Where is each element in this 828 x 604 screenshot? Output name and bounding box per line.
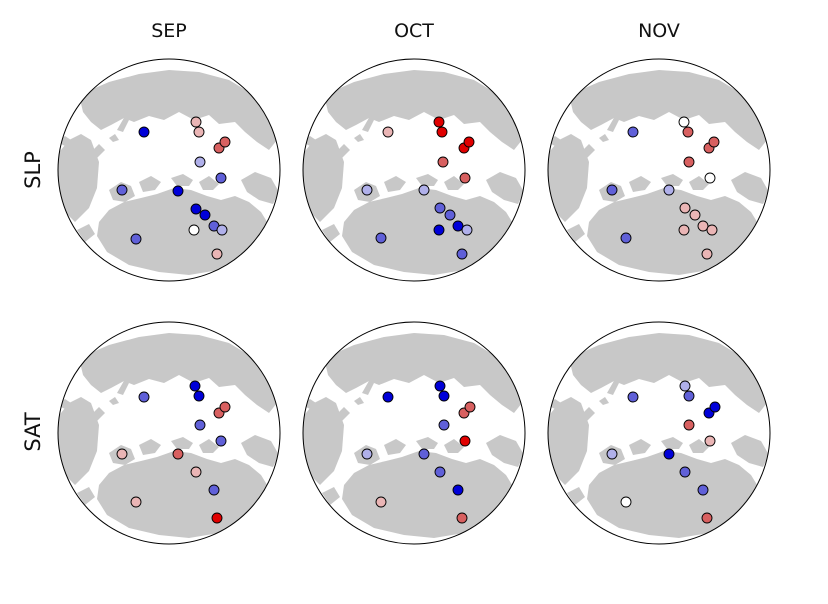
station-point-slp-sep-s6	[194, 156, 206, 168]
station-point-slp-sep-s15	[130, 233, 142, 245]
station-point-slp-nov-s1	[627, 126, 639, 138]
station-point-slp-sep-s10	[190, 203, 202, 215]
station-point-sat-sep-s3	[193, 390, 205, 402]
station-point-sat-oct-s2	[434, 380, 446, 392]
station-point-slp-sep-s5	[219, 136, 231, 148]
station-point-sat-sep-s11	[208, 484, 220, 496]
station-point-sat-sep-s5	[219, 401, 231, 413]
station-point-slp-oct-s13	[433, 224, 445, 236]
station-point-slp-sep-s7	[215, 172, 227, 184]
station-point-slp-oct-s5	[463, 136, 475, 148]
station-point-sat-sep-s9	[172, 448, 184, 460]
station-point-slp-oct-s6	[437, 156, 449, 168]
station-point-slp-oct-s16	[456, 248, 468, 260]
map-panel-slp-nov	[547, 58, 771, 282]
station-point-slp-oct-s7	[459, 172, 471, 184]
station-point-sat-oct-s6	[438, 419, 450, 431]
map-panel-sat-oct	[302, 321, 526, 545]
map-boundary-circle	[547, 321, 771, 545]
station-point-slp-sep-s16	[211, 248, 223, 260]
station-point-sat-oct-s7	[459, 435, 471, 447]
station-point-slp-oct-s10	[434, 202, 446, 214]
station-point-sat-nov-s1	[627, 391, 639, 403]
station-point-slp-nov-s2	[678, 116, 690, 128]
station-point-slp-sep-s9	[172, 185, 184, 197]
station-point-sat-nov-s13	[620, 496, 632, 508]
map-panel-sat-sep	[57, 321, 281, 545]
station-point-sat-oct-s8	[361, 448, 373, 460]
station-point-slp-nov-s5	[708, 136, 720, 148]
station-point-sat-oct-s5	[464, 401, 476, 413]
station-point-sat-oct-s3	[438, 390, 450, 402]
station-point-sat-oct-s9	[418, 448, 430, 460]
station-point-slp-nov-s6	[683, 156, 695, 168]
map-panels	[57, 58, 771, 545]
map-boundary-circle	[302, 58, 526, 282]
station-point-slp-oct-s11	[444, 209, 456, 221]
station-point-slp-nov-s8	[606, 184, 618, 196]
column-title-oct: OCT	[394, 20, 434, 42]
station-point-slp-nov-s7	[704, 172, 716, 184]
map-boundary-circle	[57, 58, 281, 282]
station-point-slp-nov-s12	[697, 220, 709, 232]
column-title-nov: NOV	[638, 20, 680, 42]
station-point-slp-sep-s1	[138, 126, 150, 138]
station-point-sat-sep-s10	[190, 466, 202, 478]
station-point-sat-oct-s11	[452, 484, 464, 496]
station-point-sat-sep-s6	[194, 419, 206, 431]
map-panel-sat-nov	[547, 321, 771, 545]
station-point-sat-oct-s13	[375, 496, 387, 508]
station-point-sat-oct-s10	[434, 466, 446, 478]
station-point-sat-sep-s2	[189, 380, 201, 392]
station-point-slp-oct-s15	[375, 232, 387, 244]
station-point-sat-nov-s2	[679, 380, 691, 392]
station-point-slp-oct-s3	[436, 126, 448, 138]
station-point-sat-nov-s3	[683, 390, 695, 402]
station-point-slp-sep-s14	[216, 224, 228, 236]
map-panel-slp-oct	[302, 58, 526, 282]
station-point-slp-nov-s13	[678, 224, 690, 236]
station-point-sat-sep-s12	[211, 512, 223, 524]
station-point-slp-sep-s3	[193, 126, 205, 138]
station-point-slp-oct-s14	[461, 224, 473, 236]
map-boundary-circle	[57, 321, 281, 545]
station-point-sat-nov-s8	[606, 448, 618, 460]
station-point-slp-nov-s16	[701, 248, 713, 260]
row-title-sat: SAT	[21, 412, 45, 451]
column-title-sep: SEP	[151, 20, 187, 42]
station-point-sat-nov-s9	[663, 448, 675, 460]
row-title-slp: SLP	[21, 151, 45, 189]
map-boundary-circle	[302, 321, 526, 545]
station-point-sat-nov-s10	[679, 466, 691, 478]
station-point-sat-sep-s1	[138, 391, 150, 403]
station-point-sat-sep-s8	[116, 448, 128, 460]
map-boundary-circle	[547, 58, 771, 282]
station-point-sat-nov-s11	[697, 484, 709, 496]
station-point-slp-sep-s2	[190, 116, 202, 128]
station-point-sat-nov-s12	[701, 512, 713, 524]
station-point-slp-nov-s11	[689, 209, 701, 221]
station-point-slp-sep-s11	[199, 209, 211, 221]
station-point-slp-oct-s9	[418, 184, 430, 196]
station-point-slp-nov-s10	[679, 202, 691, 214]
station-point-slp-sep-s8	[116, 184, 128, 196]
station-point-sat-sep-s13	[130, 496, 142, 508]
station-point-slp-oct-s1	[382, 126, 394, 138]
station-point-sat-oct-s12	[456, 512, 468, 524]
station-point-sat-nov-s6	[683, 419, 695, 431]
station-point-sat-oct-s1	[382, 391, 394, 403]
station-point-slp-oct-s2	[433, 116, 445, 128]
station-point-slp-nov-s14	[706, 224, 718, 236]
station-point-slp-oct-s12	[452, 220, 464, 232]
map-panel-slp-sep	[57, 58, 281, 282]
station-point-sat-nov-s7	[704, 435, 716, 447]
station-point-slp-nov-s3	[682, 126, 694, 138]
station-point-sat-nov-s5	[709, 401, 721, 413]
station-point-slp-oct-s8	[361, 184, 373, 196]
station-point-sat-sep-s7	[215, 435, 227, 447]
station-point-slp-sep-s13	[188, 224, 200, 236]
station-point-slp-nov-s15	[620, 232, 632, 244]
station-point-slp-nov-s9	[663, 184, 675, 196]
